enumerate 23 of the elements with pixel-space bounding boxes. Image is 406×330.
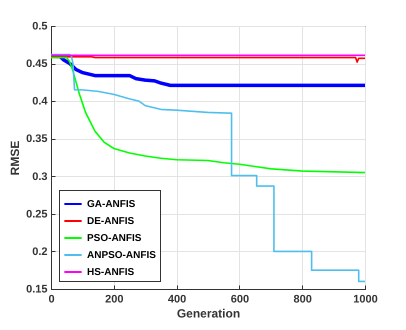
- y-tick-label: 0.15: [26, 284, 48, 296]
- y-tick-label: 0.2: [32, 246, 48, 258]
- legend-label: DE-ANFIS: [87, 216, 135, 227]
- y-tick-label: 0.5: [32, 20, 48, 32]
- x-tick-label: 400: [168, 294, 186, 306]
- x-tick-label: 800: [294, 294, 312, 306]
- legend-label: GA-ANFIS: [87, 199, 136, 210]
- y-tick-label: 0.3: [32, 170, 48, 183]
- x-tick-label: 200: [105, 294, 124, 306]
- legend-label: ANPSO-ANFIS: [87, 250, 156, 261]
- line-series: [51, 56, 365, 174]
- y-tick-label: 0.45: [26, 58, 48, 70]
- x-tick-label: 0: [48, 294, 55, 306]
- y-tick-label: 0.4: [32, 96, 48, 108]
- line-series: [51, 54, 365, 282]
- legend-label: PSO-ANFIS: [87, 233, 142, 244]
- y-tick-label: 0.35: [26, 133, 48, 146]
- y-tick-label: 0.25: [26, 208, 48, 220]
- legend-label: HS-ANFIS: [87, 267, 135, 278]
- x-tick-label: 600: [230, 294, 250, 306]
- x-tick-label: 1000: [353, 294, 378, 306]
- y-axis-title: RMSE: [8, 140, 22, 176]
- x-axis-title: Generation: [176, 306, 240, 320]
